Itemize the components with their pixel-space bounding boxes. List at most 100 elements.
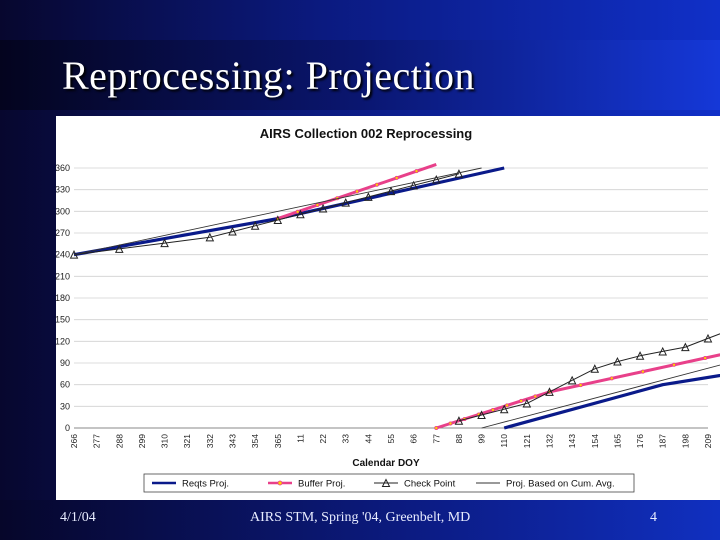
buffer-marker xyxy=(672,362,677,367)
series-2 xyxy=(69,169,720,425)
chart-title: AIRS Collection 002 Reprocessing xyxy=(260,126,472,141)
buffer-marker xyxy=(519,398,524,403)
checkpoint-marker-0-5 xyxy=(250,221,260,230)
y-tick-label-240: 240 xyxy=(56,250,70,260)
footer-event: AIRS STM, Spring '04, Greenbelt, MD xyxy=(250,510,471,525)
x-tick-label-165: 165 xyxy=(612,434,622,448)
x-tick-label-88: 88 xyxy=(454,434,464,444)
checkpoint-marker-1-11 xyxy=(703,333,713,343)
x-tick-label-354: 354 xyxy=(250,434,260,448)
x-tick-label-288: 288 xyxy=(114,434,124,448)
buffer-marker xyxy=(703,356,708,361)
checkpoint-marker-1-5 xyxy=(567,375,577,385)
checkpoint-marker-1-2 xyxy=(499,404,509,414)
x-tick-label-277: 277 xyxy=(92,434,102,448)
x-tick-label-99: 99 xyxy=(477,434,487,444)
legend-marker-2 xyxy=(381,478,391,487)
x-tick-label-321: 321 xyxy=(182,434,192,448)
legend-label-3: Proj. Based on Cum. Avg. xyxy=(506,479,615,490)
x-tick-label-121: 121 xyxy=(522,434,532,448)
checkpoint-marker-1-3 xyxy=(522,398,532,408)
reprocessing-chart: AIRS Collection 002 Reprocessing 0 30 60 90… xyxy=(56,126,720,493)
x-tick-label-22: 22 xyxy=(318,434,328,444)
y-tick-label-270: 270 xyxy=(56,228,70,238)
y-tick-label-30: 30 xyxy=(60,401,70,411)
y-tick-label-300: 300 xyxy=(56,206,70,216)
x-tick-label-11: 11 xyxy=(295,434,305,443)
legend-marker-1 xyxy=(277,480,283,486)
x-axis: 266 277 288 299 310 321 332 343 354 365 11 22 33 44 55… xyxy=(69,427,713,448)
y-tick-label-60: 60 xyxy=(60,380,70,390)
checkpoint-marker-0-7 xyxy=(296,209,305,219)
buffer-marker xyxy=(315,203,320,208)
buffer-marker xyxy=(374,182,379,187)
buffer-marker xyxy=(394,175,399,180)
y-tick-label-360: 360 xyxy=(56,163,70,173)
series-3-line-0 xyxy=(73,167,482,256)
x-tick-label-209: 209 xyxy=(703,434,713,448)
gridlines xyxy=(74,167,708,429)
x-tick-label-176: 176 xyxy=(635,434,645,448)
legend-label-0: Reqts Proj. xyxy=(182,479,229,490)
checkpoint-marker-1-6 xyxy=(590,364,600,373)
checkpoint-marker-1-8 xyxy=(635,351,645,360)
buffer-marker xyxy=(640,369,645,374)
checkpoint-marker-0-6 xyxy=(273,215,283,224)
y-tick-label-150: 150 xyxy=(56,315,70,325)
buffer-marker xyxy=(533,394,538,399)
buffer-marker xyxy=(355,189,360,194)
buffer-marker xyxy=(505,403,510,408)
legend: Reqts Proj. Buffer Proj. Check Point Proj. … xyxy=(143,473,635,493)
series-2-line-1 xyxy=(458,333,720,422)
footer-date: 4/1/04 xyxy=(60,510,96,525)
checkpoint-marker-0-9 xyxy=(341,198,351,207)
x-tick-label-33: 33 xyxy=(341,434,351,444)
buffer-marker xyxy=(295,209,300,214)
checkpoint-marker-0-3 xyxy=(205,232,215,242)
checkpoint-marker-0-14 xyxy=(454,169,464,178)
legend-label-1: Buffer Proj. xyxy=(298,479,345,490)
checkpoint-marker-1-0 xyxy=(454,416,464,425)
x-tick-label-55: 55 xyxy=(386,434,396,444)
x-tick-label-110: 110 xyxy=(499,434,509,448)
buffer-marker xyxy=(609,376,614,381)
series-3 xyxy=(73,167,720,429)
buffer-marker xyxy=(578,383,583,388)
x-axis-label: Calendar DOY xyxy=(352,458,420,469)
checkpoint-marker-1-4 xyxy=(545,387,554,396)
x-tick-label-154: 154 xyxy=(590,434,600,448)
x-tick-label-77: 77 xyxy=(431,434,441,444)
checkpoint-marker-0-12 xyxy=(409,180,418,190)
x-tick-label-187: 187 xyxy=(658,434,668,448)
x-tick-label-343: 343 xyxy=(228,434,238,448)
checkpoint-marker-0-2 xyxy=(160,238,169,248)
y-axis: 0 30 60 90 120 150 180 210 240 270 300 330 360 xyxy=(56,163,70,433)
x-tick-label-266: 266 xyxy=(69,434,79,448)
legend-label-2: Check Point xyxy=(404,479,456,490)
y-tick-label-0: 0 xyxy=(65,423,70,433)
checkpoint-marker-0-4 xyxy=(228,226,237,236)
x-tick-label-198: 198 xyxy=(680,434,690,448)
checkpoint-marker-1-9 xyxy=(658,346,668,356)
x-tick-label-332: 332 xyxy=(205,434,215,448)
slide-title: Reprocessing: Projection xyxy=(62,53,476,98)
chart-area: AIRS Collection 002 Reprocessing 0 30 60 90… xyxy=(56,116,720,500)
y-tick-label-90: 90 xyxy=(60,358,70,368)
series-2-line-0 xyxy=(73,173,460,256)
checkpoint-marker-1-7 xyxy=(613,356,622,366)
checkpoint-marker-0-13 xyxy=(431,174,441,184)
title-band xyxy=(0,40,720,110)
series-1-line-1 xyxy=(435,353,720,430)
page-number: 4 xyxy=(650,510,657,525)
y-tick-label-330: 330 xyxy=(56,185,70,195)
checkpoint-marker-1-1 xyxy=(477,410,486,419)
series-group xyxy=(69,162,720,430)
checkpoint-marker-0-11 xyxy=(386,186,396,196)
footer-band xyxy=(0,500,720,540)
y-tick-label-120: 120 xyxy=(56,336,70,346)
checkpoint-marker-0-10 xyxy=(364,192,373,201)
series-0-line-1 xyxy=(503,373,720,430)
y-tick-label-210: 210 xyxy=(56,271,70,281)
checkpoint-marker-0-1 xyxy=(114,244,124,253)
series-1 xyxy=(275,162,720,430)
